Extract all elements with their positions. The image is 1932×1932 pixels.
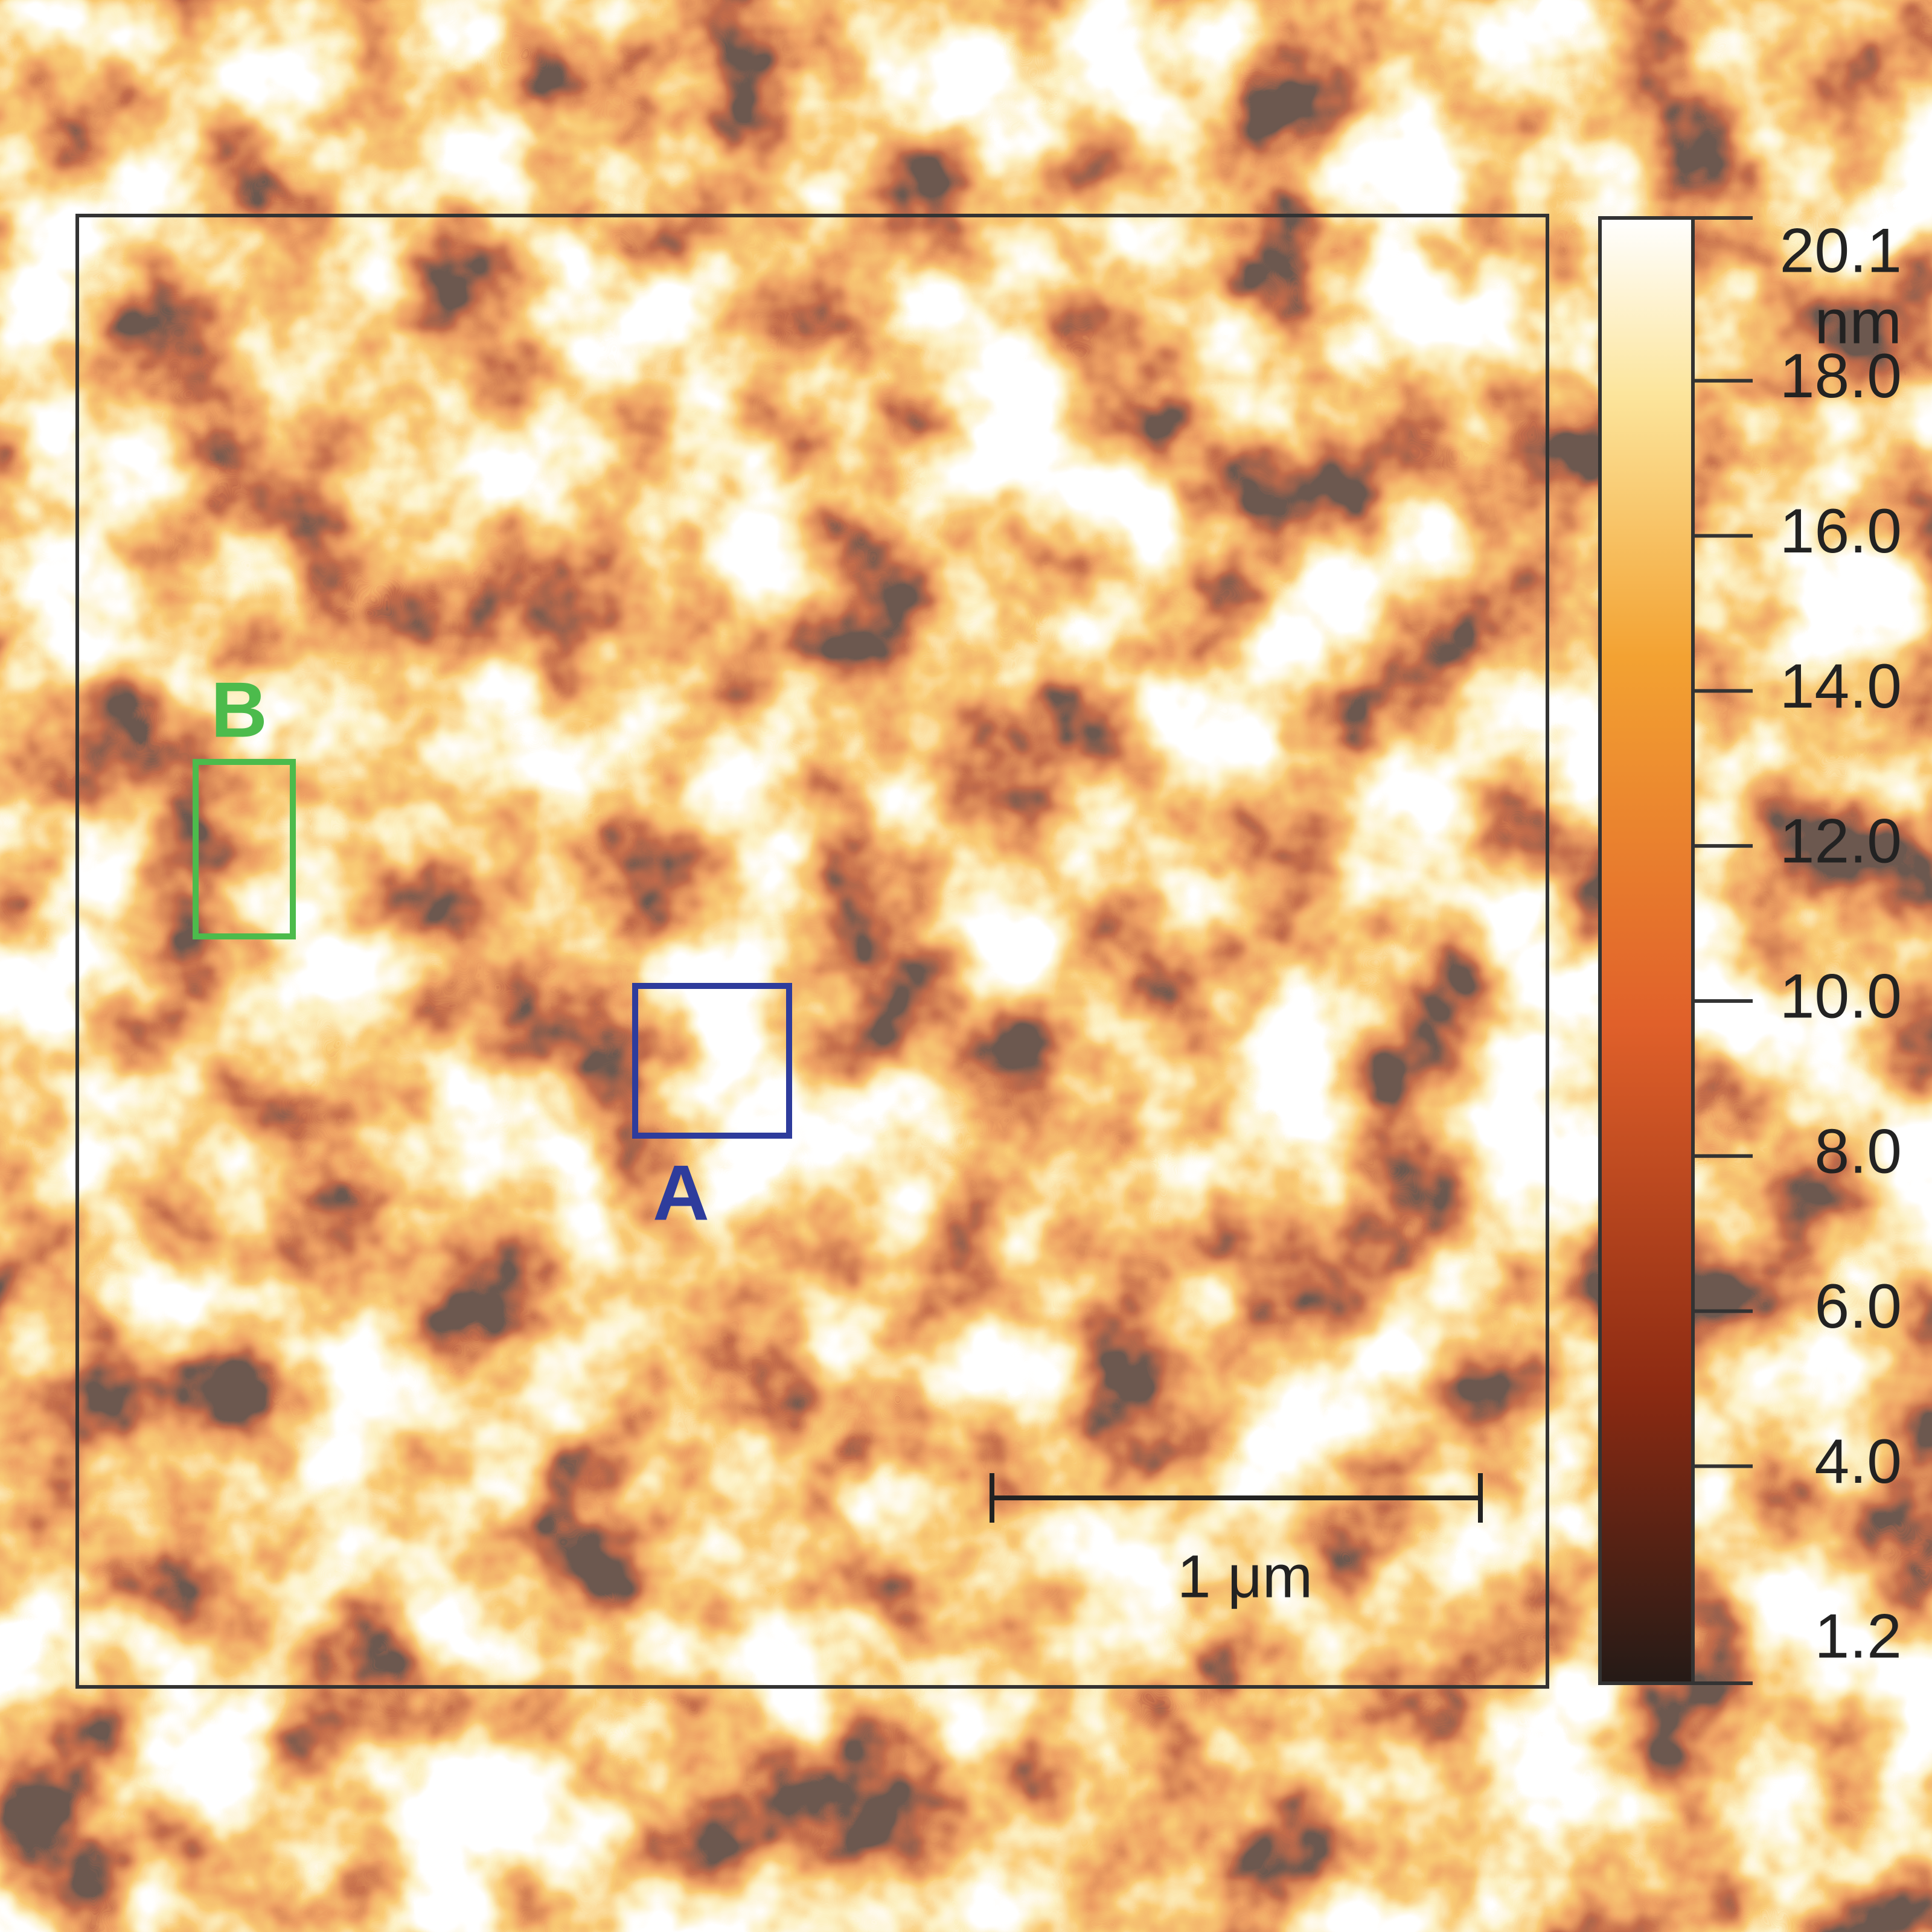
afm-image	[77, 216, 1547, 1687]
scale-bar-label: 1 μm	[1177, 1543, 1313, 1610]
region-label: A	[653, 1148, 709, 1236]
colorbar-tick-label: 6.0	[1814, 1271, 1902, 1342]
colorbar-tick-label: 4.0	[1814, 1427, 1902, 1497]
image-frame	[75, 214, 1549, 1689]
colorbar-tick-label: 12.0	[1780, 807, 1902, 877]
region-label: B	[211, 665, 267, 753]
colorbar-tick-label: 18.0	[1780, 341, 1902, 411]
colorbar	[1598, 216, 1695, 1685]
colorbar-tick-label: 14.0	[1780, 651, 1902, 721]
scale-bar: 1 μm	[990, 1473, 1483, 1610]
colorbar-tick-label: 16.0	[1780, 496, 1902, 566]
colorbar-tick-label: 8.0	[1814, 1116, 1902, 1186]
title: TC (channel)	[588, 96, 1041, 184]
region-box	[632, 983, 792, 1139]
colorbar-tick-label: 1.2	[1814, 1601, 1902, 1671]
colorbar-tick-label: 10.0	[1780, 961, 1902, 1031]
colorbar-unit: nm	[1815, 287, 1902, 357]
colorbar-tick-label: 20.1	[1780, 216, 1902, 286]
regions: BA	[193, 665, 792, 1236]
region-box	[193, 759, 296, 939]
